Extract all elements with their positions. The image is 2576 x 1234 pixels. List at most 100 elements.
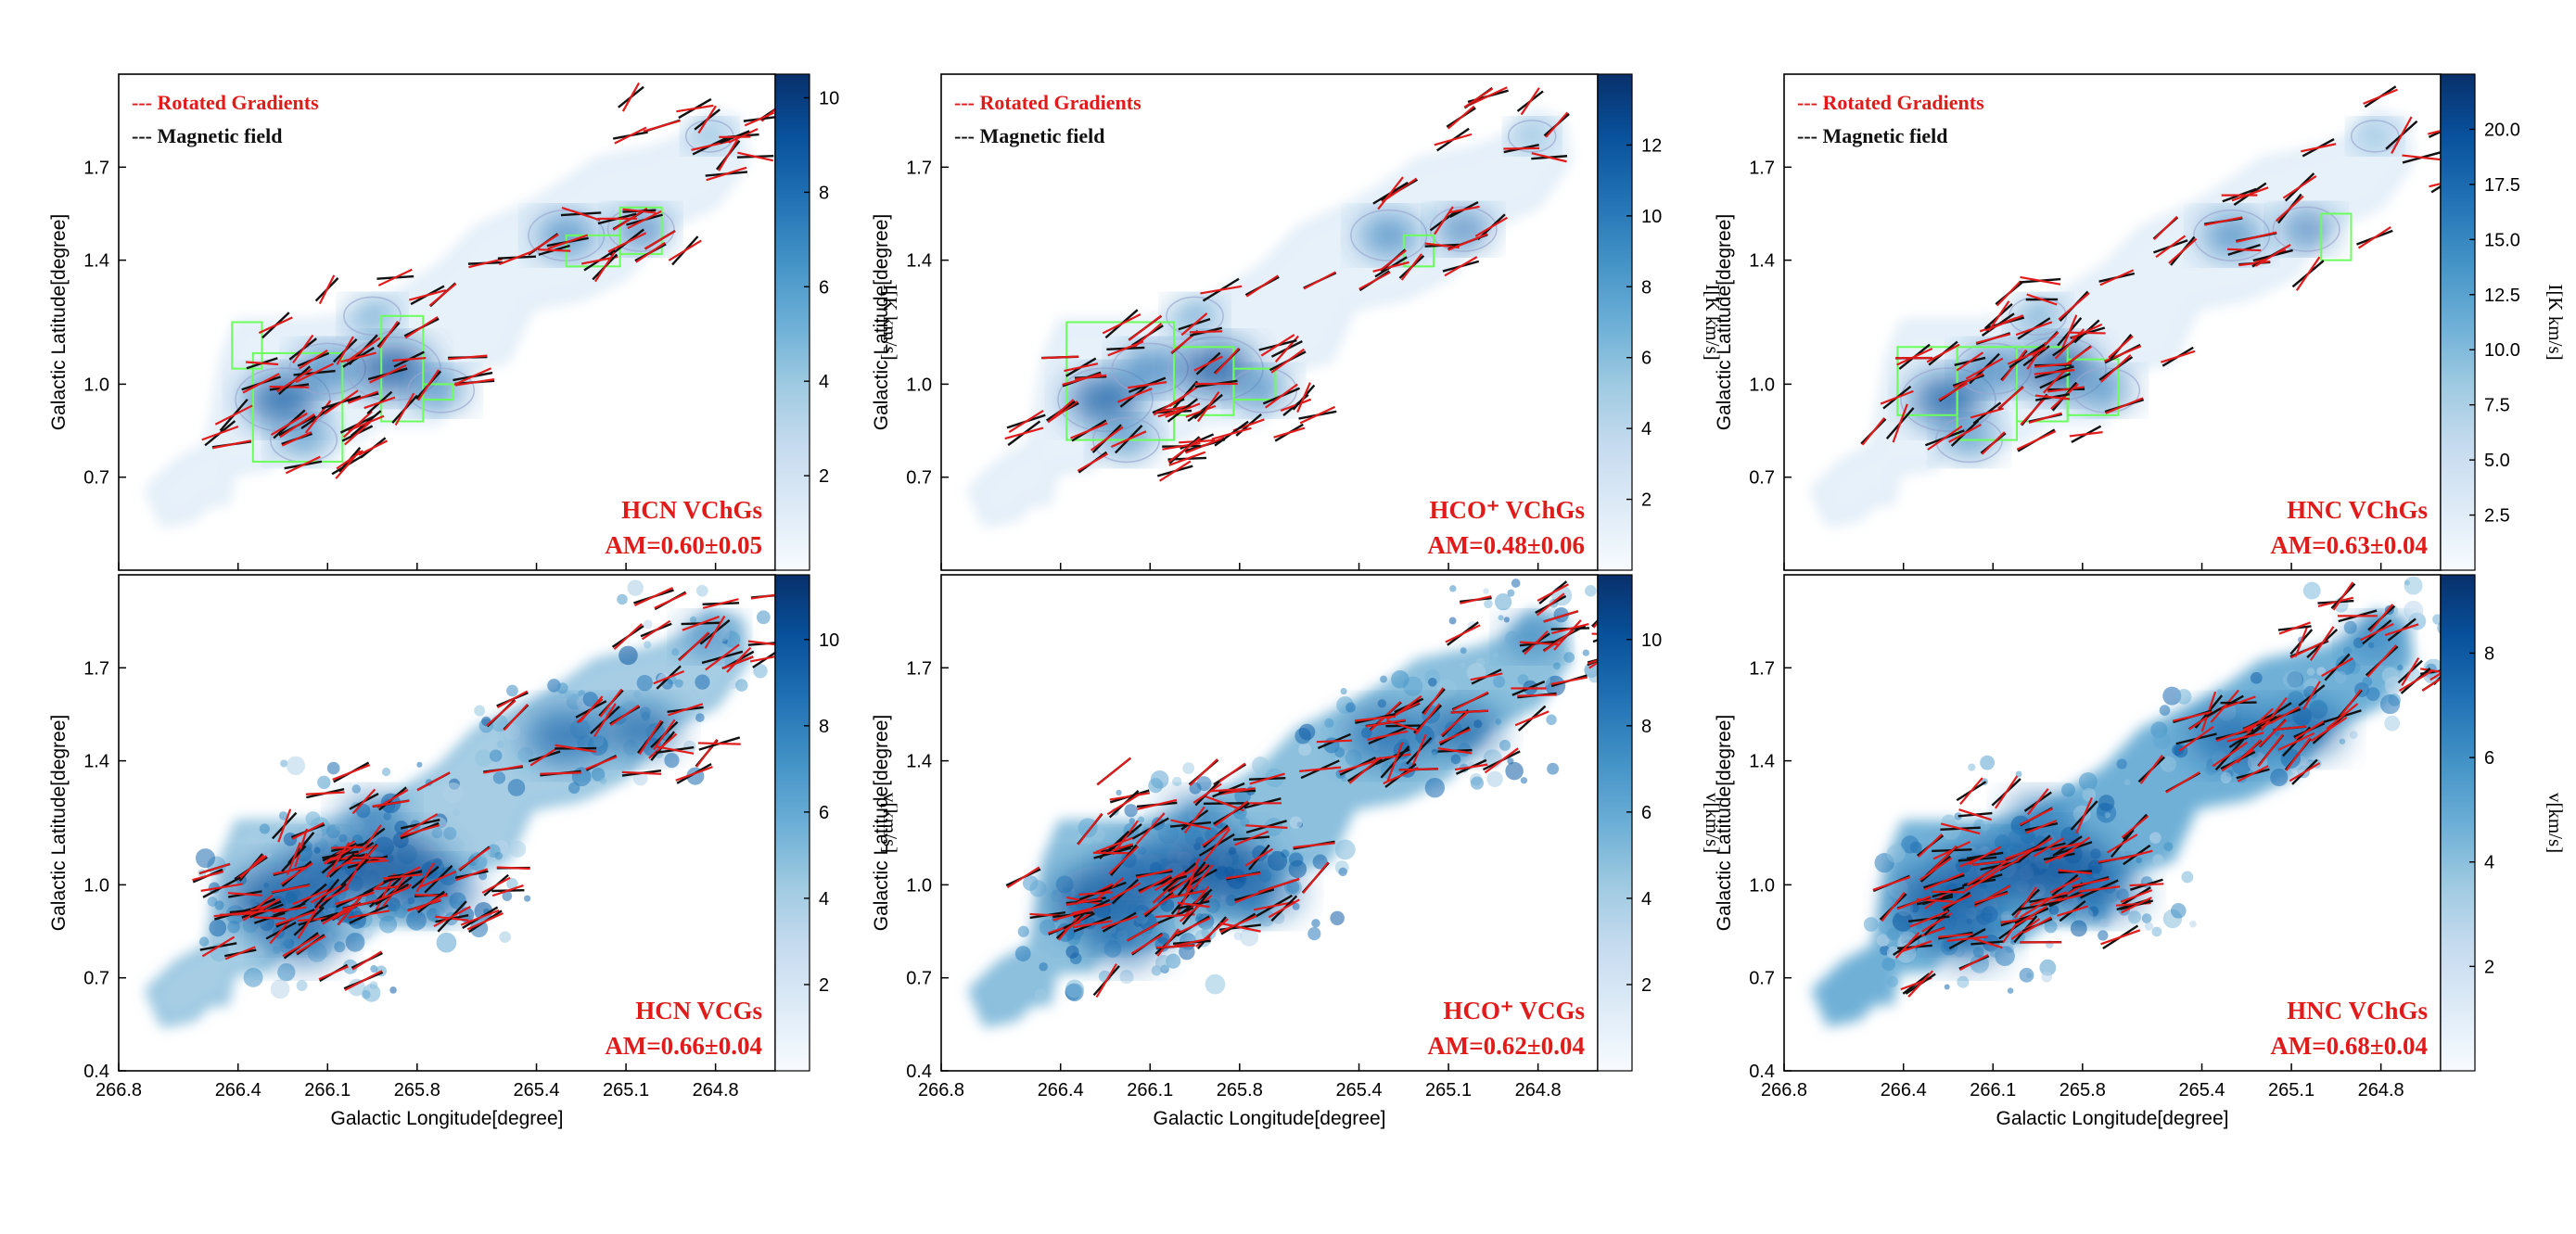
legend-magnetic-field: --- Magnetic field [132,124,283,147]
rotated-gradient-vector [1201,826,1231,847]
x-tick-label: 265.8 [394,1080,440,1100]
rotated-gradient-vector [1543,610,1579,623]
rotated-gradient-vector [2326,703,2359,731]
emission-clump [350,300,396,332]
texture-speck [2303,685,2317,700]
rotated-gradient-vector [2178,726,2214,752]
x-axis-label: Galactic Longitude[degree] [330,1108,563,1129]
rotated-gradient-vector [638,719,662,755]
y-tick-label: 0.4 [83,1062,109,1082]
emission-clump [2348,618,2402,655]
texture-speck [2144,922,2154,931]
rotated-gradient-vector [1106,792,1141,816]
rotated-gradient-vector [361,824,382,852]
texture-speck [1431,751,1438,759]
rotated-gradient-vector [245,361,279,366]
y-tick-label: 1.0 [1749,375,1775,395]
texture-speck [378,915,398,934]
texture-speck [2151,926,2162,937]
texture-speck [1380,675,1387,683]
texture-speck [1499,739,1511,751]
region-box [380,314,425,423]
rotated-gradient-vector [318,965,349,981]
rotated-gradient-vector [585,756,618,770]
alignment-measure: AM=0.63±0.04 [2270,531,2428,559]
texture-speck [1324,718,1334,729]
panel-hcn_vcgs: 0.4 0.7 1.0 1.4 1.7 266.8 266.4 266.1 265.8 265.4… [48,574,901,1129]
texture-speck [2111,846,2125,860]
texture-speck [1338,867,1347,877]
rotated-gradient-vector [2155,235,2187,259]
rotated-gradient-vector [342,411,373,439]
texture-speck [506,878,518,890]
rotated-gradient-vector [2236,231,2277,243]
rotated-gradient-vector [1203,828,1231,862]
rotated-gradient-vector [358,439,389,456]
rotated-gradient-vector [1880,389,1914,405]
texture-speck [1289,816,1303,829]
texture-speck [689,616,697,624]
rotated-gradient-vector [454,378,495,387]
texture-speck [1503,617,1510,623]
texture-speck [509,840,527,858]
texture-speck [1311,919,1320,928]
rotated-gradient-vector [344,845,376,859]
y-tick-label: 0.7 [83,468,109,489]
texture-speck [1172,776,1182,787]
texture-speck [1498,615,1504,621]
rotated-gradient-vector [1156,928,1180,957]
texture-speck [618,645,638,666]
rotated-gradient-vector [1170,819,1211,831]
rotated-gradient-vector [1189,758,1218,786]
texture-speck [1116,789,1122,796]
texture-speck [2250,671,2263,684]
rotated-gradient-vector [1892,403,1908,443]
rotated-gradient-vector [468,258,503,269]
rotated-gradient-vector [1470,672,1503,681]
texture-speck [389,986,397,994]
rotated-gradient-vector [2212,741,2248,768]
rotated-gradient-vector [335,891,375,906]
rotated-gradient-vector [428,283,457,307]
rotated-gradient-vector [1070,422,1108,439]
rotated-gradient-vector [2016,430,2057,451]
colorbar-tick-label: 4 [819,372,829,392]
rotated-gradient-vector [1078,891,1114,897]
texture-speck [342,959,358,974]
rotated-gradient-vector [276,367,312,393]
rotated-gradient-vector [270,412,308,437]
rotated-gradient-vector [1189,330,1223,334]
legend-rotated-gradients: --- Rotated Gradients [954,91,1141,114]
rotated-gradient-vector [527,233,559,255]
rotated-gradient-vector [408,289,447,301]
rotated-gradient-vector [1468,86,1508,107]
rotated-gradient-vector [1372,261,1409,273]
colorbar-tick-label: 10 [819,88,839,108]
rotated-gradient-vector [2332,581,2354,611]
texture-speck [1014,946,1031,962]
rotated-gradient-vector [633,586,674,607]
rotated-gradient-vector [2289,762,2321,782]
rotated-gradient-vector [1245,824,1288,830]
rotated-gradient-vector [1226,871,1261,880]
region-box [618,206,663,255]
rotated-gradient-vector [1139,874,1172,895]
rotated-gradient-vector [750,593,775,600]
texture-speck [2160,756,2176,772]
rotated-gradient-vector [344,970,383,991]
texture-speck [1546,714,1557,726]
rotated-gradient-vector [2120,889,2153,903]
texture-speck [1886,898,1894,906]
panel-title: HCO⁺ VCGs [1443,997,1585,1024]
texture-speck [1298,723,1316,741]
panel-hcop_vchgs: 0.7 1.0 1.4 1.7 Galactic Latitude[degree] ---… [871,73,1724,571]
emission-clump [1162,795,1228,838]
colorbar-tick-label: 6 [2484,748,2494,769]
rotated-gradient-vector [299,349,328,370]
rotated-gradient-vector [676,104,714,113]
rotated-gradient-vector [280,862,313,885]
rotated-gradient-vector [1110,430,1147,449]
rotated-gradient-vector [1975,333,2011,344]
region-box [2066,358,2120,416]
